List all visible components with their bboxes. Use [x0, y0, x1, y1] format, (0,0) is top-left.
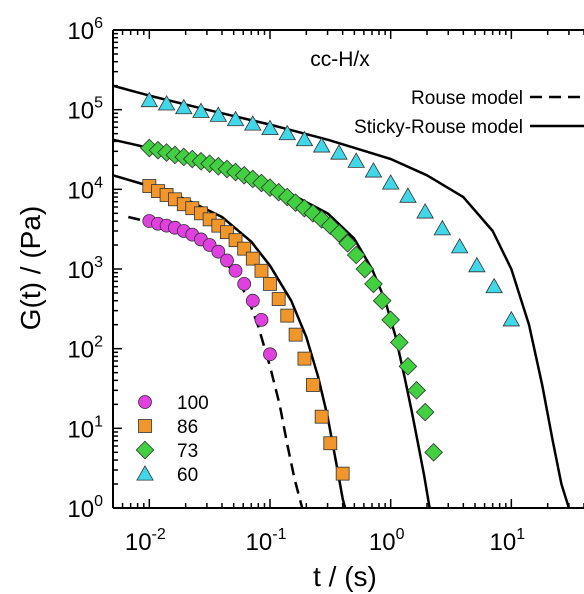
- legend-marker-60: [136, 465, 154, 481]
- series-73-point: [338, 233, 357, 253]
- series-100-point: [245, 293, 260, 308]
- series-86-point: [271, 292, 286, 306]
- series-86-point: [323, 436, 338, 451]
- series-73-point: [277, 187, 297, 207]
- y-axis-label: G(t) / (Pa): [15, 206, 46, 330]
- series-86-point: [288, 327, 303, 342]
- series-60-point: [140, 91, 159, 108]
- series-73-point: [372, 291, 392, 311]
- series-60-point: [174, 98, 193, 115]
- series-73-point: [424, 442, 443, 462]
- series-60-point: [450, 237, 469, 254]
- series-60-point: [226, 110, 245, 127]
- series-60-point: [312, 137, 331, 153]
- y-tick-label: 103: [67, 254, 103, 284]
- series-60-point: [243, 115, 262, 131]
- series-60-point: [157, 95, 176, 111]
- series-73-point: [329, 224, 349, 243]
- legend-marker-100: [138, 395, 152, 409]
- chart-title: cc-H/x: [310, 48, 370, 71]
- series-60-point: [209, 106, 228, 122]
- series-60-point: [502, 310, 521, 327]
- series-73-point: [415, 402, 435, 422]
- series-73-point: [295, 198, 314, 218]
- series-60-point: [416, 203, 434, 219]
- series-86-point: [280, 308, 295, 323]
- series-60-point: [433, 219, 452, 236]
- legend-label-sticky-rouse: Sticky-Rouse model: [354, 117, 523, 138]
- series-60-point: [468, 256, 486, 273]
- x-tick-label: 101: [490, 526, 526, 556]
- series-60-point: [278, 124, 297, 141]
- series-86-point: [263, 277, 277, 291]
- y-tick-label: 106: [67, 15, 103, 45]
- y-tick-label: 104: [67, 174, 103, 204]
- series-60-point: [295, 130, 314, 147]
- rouse-model-curve: [128, 215, 304, 508]
- series-73-point: [355, 259, 375, 279]
- series-73-point: [398, 356, 418, 376]
- legend-label-86: 86: [177, 417, 198, 438]
- x-tick-label: 100: [369, 526, 405, 556]
- series-86-point: [254, 263, 269, 278]
- series-100-point: [263, 347, 277, 362]
- legend-label-60: 60: [177, 465, 198, 486]
- series-73-point: [407, 380, 426, 400]
- series-100-point: [237, 277, 252, 291]
- series-60-point: [381, 174, 400, 190]
- y-tick-label: 101: [67, 413, 103, 443]
- series-73-point: [252, 173, 271, 193]
- x-tick-label: 10-1: [246, 526, 287, 556]
- series-73-point: [381, 310, 401, 330]
- series-60-point: [399, 187, 417, 203]
- data-points: [139, 91, 521, 481]
- series-60-point: [261, 119, 279, 136]
- series-60-point: [364, 162, 383, 178]
- series-60-point: [347, 152, 366, 168]
- axis-ticks: 10-2 10-1 100 101 100 101 102 103 104 105 106: [67, 15, 584, 556]
- series-73-point: [260, 178, 280, 197]
- legend-marker-86: [138, 419, 152, 433]
- series-86-point: [245, 251, 260, 266]
- series-100-point: [228, 263, 243, 278]
- series-100-point: [220, 253, 234, 268]
- legend-marker-73: [135, 440, 155, 460]
- y-tick-label: 102: [67, 334, 103, 364]
- series-86-point: [314, 409, 329, 424]
- series-legend: 100 86 73 60: [135, 393, 209, 486]
- legend-label-73: 73: [177, 441, 198, 462]
- series-86-point: [306, 378, 320, 392]
- series-60-point: [485, 277, 503, 294]
- x-axis-label: t / (s): [313, 561, 377, 592]
- model-legend: Rouse model Sticky-Rouse model: [354, 88, 584, 138]
- sticky-rouse-model-curve: [113, 84, 571, 508]
- series-73-point: [269, 182, 289, 202]
- series-100-point: [254, 312, 269, 327]
- x-tick-label: 10-2: [125, 526, 166, 556]
- series-73-point: [390, 333, 409, 352]
- series-86-point: [297, 351, 312, 366]
- y-tick-label: 100: [67, 493, 103, 523]
- series-73-point: [346, 245, 366, 265]
- series-60-point: [330, 144, 348, 160]
- series-86-point: [335, 466, 350, 481]
- y-tick-label: 105: [67, 95, 103, 125]
- series-73-point: [364, 274, 383, 294]
- series-60-point: [192, 102, 210, 118]
- series-100-point: [211, 244, 226, 259]
- legend-label-rouse: Rouse model: [411, 88, 523, 109]
- legend-label-100: 100: [177, 393, 209, 414]
